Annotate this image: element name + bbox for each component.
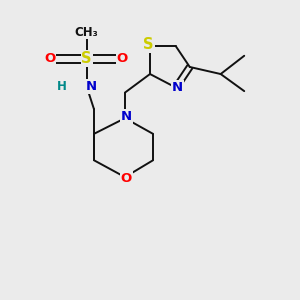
Text: CH₃: CH₃ — [75, 26, 99, 39]
Text: N: N — [172, 81, 183, 94]
Text: H: H — [57, 80, 67, 93]
Text: O: O — [116, 52, 128, 65]
Text: N: N — [85, 80, 97, 93]
Text: S: S — [143, 38, 154, 52]
Text: N: N — [121, 110, 132, 123]
Text: O: O — [44, 52, 56, 65]
Text: O: O — [121, 172, 132, 185]
Text: S: S — [81, 51, 92, 66]
